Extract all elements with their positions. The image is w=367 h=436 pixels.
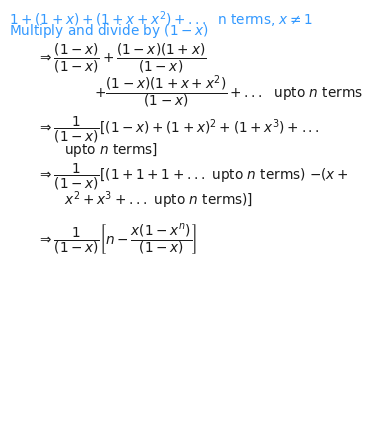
Text: $1 + (1 + x) + (1 + x + x^2) +...$  n terms, $x \neq 1$: $1 + (1 + x) + (1 + x + x^2) +...$ n ter… [9,10,313,30]
Text: Multiply and divide by $(1 - x)$: Multiply and divide by $(1 - x)$ [9,22,209,40]
Text: $x^2 + x^3 + ...$ upto $n$ terms)]: $x^2 + x^3 + ...$ upto $n$ terms)] [64,190,253,211]
Text: upto $n$ terms]: upto $n$ terms] [64,141,158,159]
Text: $\Rightarrow\dfrac{1}{(1-x)}\left[n - \dfrac{x(1-x^n)}{(1-x)}\right]$: $\Rightarrow\dfrac{1}{(1-x)}\left[n - \d… [37,222,197,257]
Text: $+ \dfrac{(1-x)(1+x+x^2)}{(1-x)} + ...$  upto $n$ terms: $+ \dfrac{(1-x)(1+x+x^2)}{(1-x)} + ...$ … [94,73,363,110]
Text: $\Rightarrow\dfrac{(1-x)}{(1-x)} + \dfrac{(1-x)(1+x)}{(1-x)}$: $\Rightarrow\dfrac{(1-x)}{(1-x)} + \dfra… [37,41,206,75]
Text: $\Rightarrow\dfrac{1}{(1-x)}[(1 + 1 + 1 + ...$ upto $n$ terms) $- (x +$: $\Rightarrow\dfrac{1}{(1-x)}[(1 + 1 + 1 … [37,162,348,192]
Text: $\Rightarrow\dfrac{1}{(1-x)}[(1 - x) + (1 + x)^2 + (1 + x^3) + ...$: $\Rightarrow\dfrac{1}{(1-x)}[(1 - x) + (… [37,115,320,145]
